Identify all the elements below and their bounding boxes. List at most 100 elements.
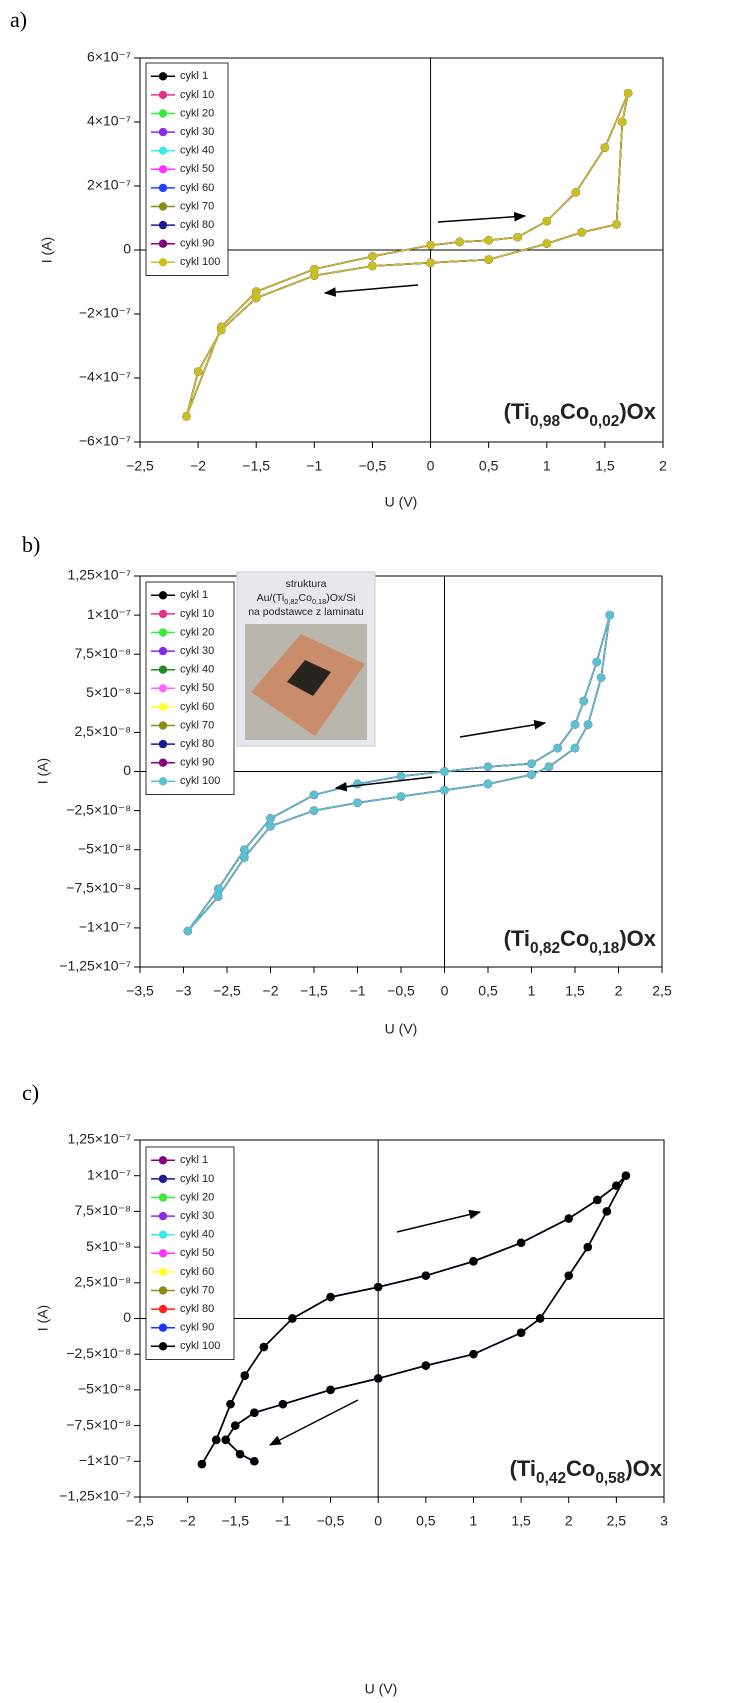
- text-part: Co: [560, 399, 589, 424]
- series-line: [185, 92, 629, 417]
- y-tick-label: 0: [123, 1309, 131, 1325]
- x-tick-label: −0,5: [359, 458, 387, 474]
- y-tick-label: 5×10⁻⁸: [86, 1238, 131, 1254]
- legend-label: cykl 30: [180, 1210, 214, 1222]
- legend-label: cykl 90: [180, 238, 214, 250]
- series-line: [185, 92, 629, 417]
- text-part: (Ti: [504, 399, 530, 424]
- data-point: [353, 779, 362, 789]
- series-line: [185, 92, 629, 417]
- data-point: [368, 261, 377, 271]
- text-part: Co: [560, 926, 589, 951]
- y-tick-label: 1×10⁻⁷: [87, 606, 131, 622]
- legend-label: cykl 20: [180, 107, 214, 119]
- x-tick-label: 0,5: [479, 458, 499, 474]
- legend-label: cykl 10: [180, 89, 214, 101]
- legend-label: cykl 10: [180, 1173, 214, 1185]
- legend-label: cykl 50: [180, 163, 214, 175]
- data-point: [309, 806, 319, 815]
- data-point: [527, 759, 536, 768]
- data-point: [542, 239, 551, 248]
- series-line: [201, 1175, 627, 1465]
- series-line: [185, 92, 629, 417]
- legend-marker: [158, 183, 168, 193]
- x-tick-label: 1: [470, 1513, 478, 1529]
- data-point: [623, 89, 633, 98]
- data-point: [214, 884, 223, 893]
- legend-label: cykl 40: [180, 145, 214, 157]
- legend-marker: [158, 1156, 168, 1165]
- x-tick-label: 1,5: [595, 458, 615, 474]
- data-point: [183, 926, 193, 936]
- legend-marker: [158, 220, 168, 230]
- x-axis-label: U (V): [385, 494, 418, 510]
- data-point: [571, 188, 581, 197]
- data-point: [197, 1459, 207, 1469]
- legend-label: cykl 10: [180, 608, 214, 620]
- data-point: [353, 798, 362, 807]
- data-point: [605, 610, 614, 620]
- series-line: [201, 1175, 627, 1465]
- x-tick-label: −0,5: [317, 1513, 345, 1529]
- data-point: [484, 236, 493, 245]
- y-tick-label: 7,5×10⁻⁸: [74, 1202, 131, 1218]
- y-tick-label: 7,5×10⁻⁸: [74, 645, 131, 661]
- data-point: [278, 1399, 288, 1409]
- legend-label: cykl 40: [180, 664, 214, 676]
- data-point: [621, 1171, 631, 1180]
- data-point: [583, 1242, 592, 1252]
- legend-marker: [158, 1211, 168, 1221]
- data-point: [368, 252, 377, 261]
- legend-marker: [158, 739, 168, 749]
- data-point: [214, 892, 223, 901]
- series-line: [201, 1175, 627, 1465]
- x-tick-label: 0: [427, 458, 435, 474]
- data-point: [326, 1292, 335, 1302]
- inset-text: struktura: [286, 578, 327, 590]
- arrow: [268, 1399, 359, 1446]
- data-point: [618, 117, 627, 127]
- data-point: [426, 241, 435, 250]
- legend-marker: [158, 646, 168, 656]
- y-tick-label: −2×10⁻⁷: [79, 305, 131, 321]
- text-part: Co: [299, 592, 313, 604]
- arrow: [396, 1209, 482, 1233]
- data-point: [484, 255, 493, 264]
- series-line: [201, 1175, 627, 1465]
- arrow: [437, 211, 527, 223]
- legend-label: cykl 30: [180, 126, 214, 138]
- y-tick-label: −5×10⁻⁸: [78, 1381, 131, 1397]
- data-point: [396, 771, 406, 781]
- series-line: [185, 92, 629, 417]
- x-tick-label: 0: [441, 983, 449, 999]
- x-tick-label: −1,5: [300, 983, 328, 999]
- data-point: [577, 228, 586, 237]
- x-tick-label: −1,5: [242, 458, 270, 474]
- data-point: [252, 287, 261, 296]
- inset-text: Au/(Ti0,82Co0,18)Ox/Si: [257, 592, 356, 607]
- x-tick-label: −2,5: [126, 1513, 154, 1529]
- series-line: [201, 1175, 627, 1465]
- y-tick-label: 6×10⁻⁷: [87, 49, 131, 65]
- data-point: [593, 1195, 602, 1205]
- legend-marker: [158, 146, 168, 155]
- data-point: [544, 762, 554, 772]
- legend-label: cykl 100: [180, 1340, 220, 1352]
- legend-marker: [158, 758, 168, 767]
- y-tick-label: −7,5×10⁻⁸: [66, 1416, 131, 1432]
- y-tick-label: −1,25×10⁻⁷: [59, 1488, 131, 1504]
- data-point: [440, 767, 449, 776]
- subscript: 0,42: [536, 1470, 566, 1487]
- legend-marker: [158, 609, 168, 619]
- x-tick-label: −1: [350, 983, 366, 999]
- x-tick-label: 3: [660, 1513, 668, 1529]
- x-tick-label: 0: [374, 1513, 382, 1529]
- data-point: [455, 237, 464, 247]
- x-tick-label: −2: [180, 1513, 196, 1529]
- legend-marker: [158, 258, 168, 267]
- data-point: [240, 853, 249, 862]
- data-point: [252, 293, 261, 303]
- legend-marker: [158, 777, 168, 786]
- subscript: 0,18: [589, 940, 619, 957]
- data-point: [612, 1181, 621, 1190]
